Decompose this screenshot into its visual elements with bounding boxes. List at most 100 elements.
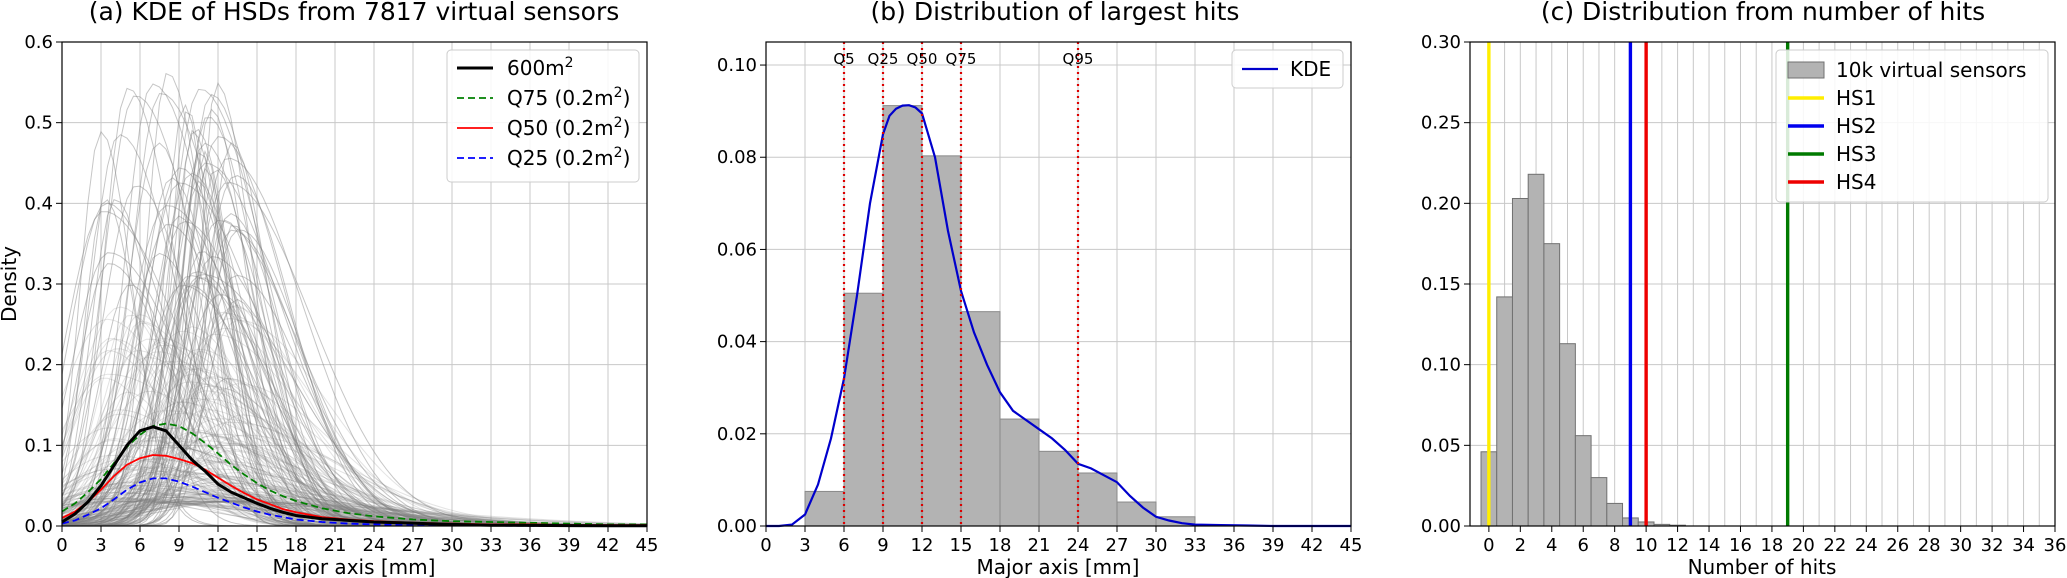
chart-2-xtick-label: 36 <box>2044 535 2067 556</box>
chart-2-xtick-label: 28 <box>1918 535 1941 556</box>
chart-0-xtick-label: 18 <box>285 535 308 556</box>
chart-2-ytick-label: 0.05 <box>1421 435 1461 456</box>
panel-a-ylabel: Density <box>0 246 21 322</box>
chart-1-xtick-label: 15 <box>950 535 973 556</box>
chart-0-xtick-label: 36 <box>519 535 542 556</box>
ensemble-curve <box>61 500 648 525</box>
chart-2-xtick-label: 16 <box>1729 535 1752 556</box>
legend-entry-sup: 2 <box>614 145 623 161</box>
legend-entry: Q25 (0.2m2) <box>507 145 630 170</box>
chart-0-ytick-label: 0.5 <box>24 113 53 134</box>
chart-1-xtick-label: 42 <box>1301 535 1324 556</box>
hist-bar <box>1077 472 1118 527</box>
chart-1-xtick-label: 18 <box>989 535 1012 556</box>
panel-c-ticks: 0 2 4 6 8 10 12 14 16 18 20 22 24 26 28 30 32 34 360.000.0… <box>1421 32 2067 556</box>
series-line-0 <box>61 425 647 528</box>
ensemble-curve <box>61 490 647 527</box>
chart-1-xtick-label: 33 <box>1184 535 1207 556</box>
chart-0-ytick-label: 0.2 <box>24 355 53 376</box>
legend-entry: KDE <box>1290 57 1331 81</box>
chart-2-xtick-label: 2 <box>1515 535 1526 556</box>
chart-2-ytick-label: 0.10 <box>1421 355 1461 376</box>
chart-1-xtick-label: 39 <box>1262 535 1285 556</box>
chart-0-xtick-label: 12 <box>207 535 230 556</box>
chart-0-xtick-label: 9 <box>173 535 184 556</box>
chart-0-ytick-label: 0.3 <box>24 274 53 295</box>
chart-1-xtick-label: 30 <box>1145 535 1168 556</box>
legend-entry-name: Q25 (0.2m <box>507 146 614 170</box>
panel-b-frame <box>765 41 1352 527</box>
chart-2-xtick-label: 18 <box>1760 535 1783 556</box>
legend-entry-name: Q75 (0.2m <box>507 86 614 110</box>
series-line-1 <box>61 422 647 526</box>
panel-a-ticks: 0 3 6 9 12 15 18 21 24 27 30 33 36 39 42 450.00.10.20.3… <box>24 32 658 556</box>
chart-2-xtick-label: 34 <box>2012 535 2035 556</box>
chart-0-xtick-label: 21 <box>324 535 347 556</box>
quantile-label: Q25 <box>868 50 899 68</box>
ensemble-curve <box>61 501 648 526</box>
hist-bar <box>1116 501 1157 527</box>
ensemble-curve <box>61 501 648 526</box>
ensemble-curve <box>61 493 648 526</box>
chart-1-xtick-label: 45 <box>1340 535 1363 556</box>
legend-swatch <box>1787 61 1825 79</box>
legend-entry: 600m2 <box>507 55 574 80</box>
chart-1-xtick-label: 3 <box>799 535 810 556</box>
chart-2-ytick-label: 0.15 <box>1421 274 1461 295</box>
chart-2-xtick-label: 22 <box>1823 535 1846 556</box>
hist-bar <box>1511 197 1529 527</box>
legend-entry-sup: 2 <box>614 115 623 131</box>
panel-c-title: (c) Distribution from number of hits <box>1541 0 1985 26</box>
chart-2-ytick-label: 0.00 <box>1421 516 1461 537</box>
panel-a-xlabel: Major axis [mm] <box>273 555 436 578</box>
panel-b-legend: KDE <box>1231 49 1344 89</box>
chart-1-ytick-label: 0.02 <box>717 424 757 445</box>
panel-b-quantiles: Q5 Q25 Q50 Q75 Q95 <box>833 42 1093 526</box>
ensemble-curve <box>61 482 647 527</box>
panel-a-series <box>61 422 647 528</box>
quantile-label: Q5 <box>833 50 854 68</box>
chart-1-ytick-label: 0.04 <box>717 332 757 353</box>
legend-entry-end: ) <box>623 86 631 110</box>
panel-b-kde <box>766 104 1351 528</box>
legend-entry-sup: 2 <box>565 55 574 71</box>
chart-0-xtick-label: 42 <box>597 535 620 556</box>
hist-bar <box>1590 477 1608 527</box>
chart-0-xtick-label: 39 <box>558 535 581 556</box>
hist-bar <box>1496 296 1513 527</box>
chart-0-xtick-label: 15 <box>246 535 269 556</box>
panel-b-title: (b) Distribution of largest hits <box>871 0 1240 26</box>
ensemble-curve <box>61 494 648 527</box>
chart-2-xtick-label: 24 <box>1855 535 1878 556</box>
chart-0-ytick-label: 0.1 <box>24 435 53 456</box>
chart-2-xtick-label: 4 <box>1546 535 1557 556</box>
ensemble-curve <box>61 497 648 526</box>
legend-box <box>446 49 640 183</box>
chart-1-xtick-label: 27 <box>1106 535 1129 556</box>
chart-1-xtick-label: 9 <box>877 535 888 556</box>
chart-2-xtick-label: 0 <box>1483 535 1494 556</box>
chart-1-ytick-label: 0.06 <box>717 239 757 260</box>
chart-1-xtick-label: 6 <box>838 535 849 556</box>
chart-0-ytick-label: 0.4 <box>24 193 53 214</box>
legend-box <box>1231 49 1344 89</box>
chart-2-xtick-label: 8 <box>1609 535 1620 556</box>
chart-0-xtick-label: 33 <box>480 535 503 556</box>
chart-2-ytick-label: 0.30 <box>1421 32 1461 53</box>
chart-1-ytick-label: 0.08 <box>717 147 757 168</box>
legend-entry: Q50 (0.2m2) <box>507 115 630 140</box>
chart-2-xtick-label: 20 <box>1792 535 1815 556</box>
legend-entry: HS4 <box>1836 170 1876 194</box>
chart-0-xtick-label: 24 <box>363 535 386 556</box>
ensemble-curve <box>61 501 648 526</box>
legend-entry-end: ) <box>623 146 631 170</box>
legend-entry-end: ) <box>623 116 631 140</box>
chart-1-xtick-label: 36 <box>1223 535 1246 556</box>
ensemble-curve <box>61 501 648 527</box>
ensemble-curve <box>61 498 648 527</box>
hist-bar <box>843 292 884 527</box>
hist-bar <box>1527 173 1545 527</box>
chart-0-xtick-label: 3 <box>95 535 106 556</box>
hist-bar <box>1038 450 1079 527</box>
